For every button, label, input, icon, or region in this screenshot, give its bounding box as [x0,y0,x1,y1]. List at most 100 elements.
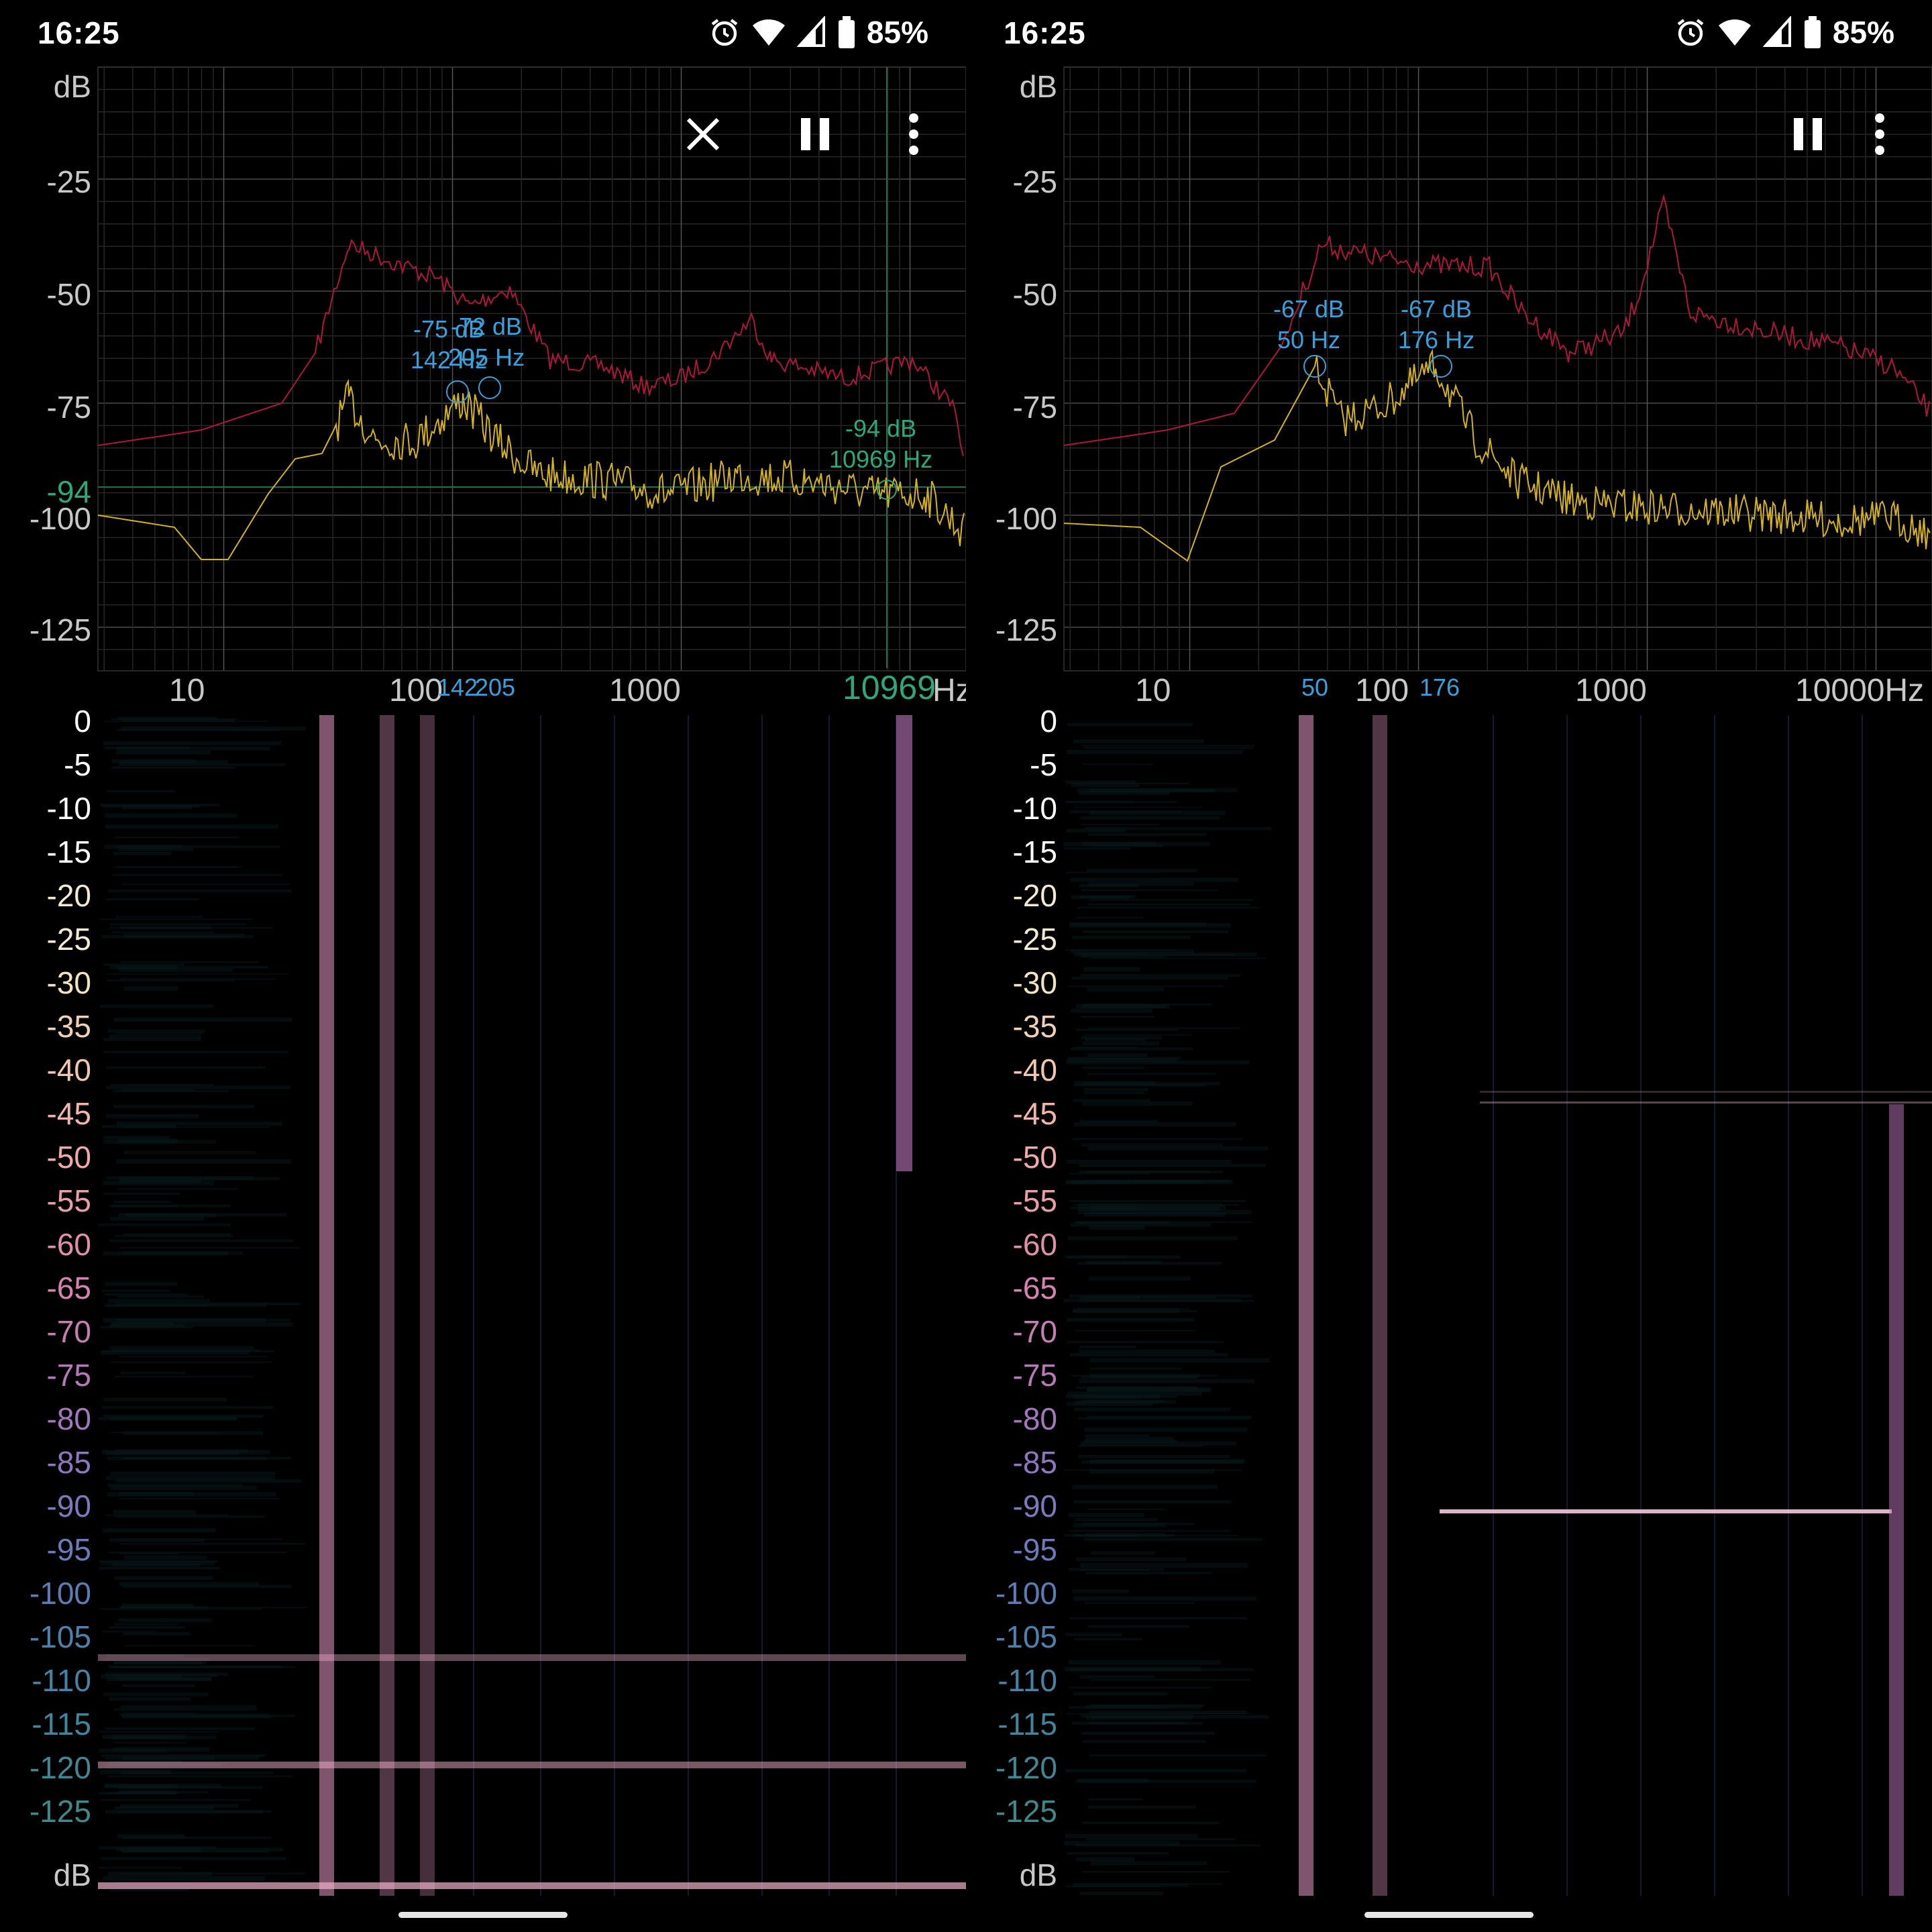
battery-icon [1804,16,1821,48]
spectrogram-streak [1067,1341,1224,1344]
spectrogram-streak [98,1223,231,1226]
spectrogram-streak [1069,1617,1247,1620]
peak-hz: 10969 Hz [829,445,933,473]
spectrum-plot[interactable]: dB -25 -50 -75 -100 -125 -94 10 100 1000… [0,64,966,735]
spectrogram-streak [1068,1660,1221,1665]
battery-icon [838,16,855,48]
spectrogram-streak [1073,1099,1150,1102]
spectrogram-streak [109,1324,184,1328]
spectrogram-streak [1067,1318,1195,1322]
spectrogram-streak [1090,957,1267,959]
x-peak-marker-label: 50 [1301,674,1329,701]
spectrogram-tick: -55 [1012,1183,1057,1218]
spectrogram-event [1480,1102,1932,1104]
spectrogram-streak [1083,967,1140,972]
spectrogram-streak [1079,883,1138,888]
spectrogram-streak [1070,1352,1228,1357]
spectrogram-unit: dB [53,1858,91,1892]
spectrogram-streak [1067,722,1193,727]
spectrogram-streak [116,1847,283,1851]
spectrogram-streak [122,718,235,722]
spectrogram-streak [1087,1508,1166,1510]
spectrogram-streak [123,1233,231,1236]
spectrogram-streak [103,1414,264,1418]
spectrogram-streak [1073,1407,1230,1411]
spectrogram-streak [109,1346,254,1350]
spectrogram-streak [1069,1529,1231,1532]
peak-label: -75 dB 142 Hz [411,314,487,376]
spectrogram-streak [1077,916,1143,919]
spectrogram-tick: -15 [46,835,91,869]
spectrogram-streak [111,766,236,769]
spectrogram-streak [112,874,282,876]
spectrogram-streak [1080,1714,1194,1718]
spectrogram[interactable] [98,715,966,1896]
spectrogram-streak [103,1038,201,1042]
spectrogram-streak [103,1657,209,1661]
spectrogram-tick: -100 [29,1576,91,1611]
spectrogram-streak [99,1004,214,1008]
spectrogram[interactable] [1064,715,1932,1896]
spectrogram-streak [123,1631,190,1635]
pause-button[interactable] [789,107,843,161]
x-tick: Hz [932,673,966,708]
spectrogram-streak [117,1811,272,1813]
spectrogram-streak [105,1282,178,1286]
x-cursor-label: 10969 [843,669,936,706]
spectrogram-streak [105,898,199,901]
spectrogram-streak [103,741,282,745]
spectrogram-streak [1069,810,1182,813]
spectrogram-streak [1085,1716,1193,1720]
spectrogram-tick: -105 [995,1619,1057,1654]
peak-db: -94 dB [845,415,917,442]
spectrogram-streak [1073,739,1204,744]
spectrogram-streak [106,1514,228,1516]
plot-border [1063,66,1932,672]
spectrogram-streak [120,760,228,765]
home-gesture-pill[interactable] [1364,1912,1534,1918]
spectrogram-streak [123,986,178,991]
spectrogram-tick: -95 [1012,1532,1057,1567]
spectrogram-streak [116,845,280,849]
spectrogram-tick: -5 [1030,747,1057,782]
spectrogram-streak [1079,1120,1158,1124]
spectrum-plot[interactable]: dB -25 -50 -75 -100 -125 10 100 1000 100… [966,64,1932,735]
y-tick: -25 [46,164,91,199]
spectrogram-streak [1067,1401,1153,1406]
home-gesture-pill[interactable] [398,1912,568,1918]
spectrogram-streak [1088,1798,1143,1801]
spectrogram-streak [102,1289,171,1292]
spectrogram-tick: -80 [46,1401,91,1436]
spectrogram-streak [106,979,235,982]
spectrogram-streak [114,1708,258,1711]
pause-button[interactable] [1782,107,1835,161]
spectrogram-streak [122,1126,270,1128]
spectrogram-streak [107,1483,244,1487]
spectrogram-streak [113,1017,292,1022]
spectrogram-tick: -50 [46,1140,91,1175]
close-button[interactable] [676,107,730,161]
close-icon [686,117,720,151]
peak-hz: 205 Hz [448,343,525,371]
spectrogram-streak [100,1350,249,1355]
x-peak-marker-label: 142 [437,674,478,701]
spectrogram-streak [1069,1294,1252,1298]
spectrogram-streak [102,1631,157,1633]
spectrogram-streak [1075,806,1203,808]
spectrogram-streak [1081,1399,1165,1403]
peak-hz: 142 Hz [411,346,488,374]
spectrogram-streak [107,973,288,975]
y-tick: -50 [1012,277,1057,312]
spectrogram-streak [98,1417,237,1421]
more-vert-icon [909,113,918,155]
spectrogram-streak [1089,899,1254,901]
more-options-button[interactable] [1853,107,1907,161]
spectrogram-streak [114,1660,207,1664]
spectrogram-streak [1076,1221,1168,1224]
spectrogram-background [1064,715,1932,1896]
status-time: 16:25 [38,15,120,50]
spectrogram-streak [1082,1101,1193,1106]
spectrogram-tick: -60 [46,1227,91,1262]
more-options-button[interactable] [887,107,941,161]
spectrogram-streak [1066,1060,1250,1065]
